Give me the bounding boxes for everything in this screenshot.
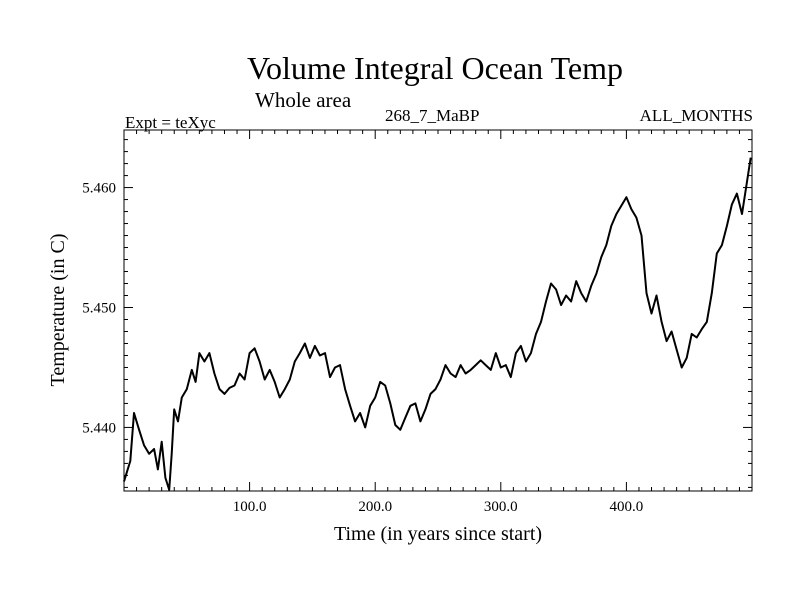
y-tick-label: 5.460 bbox=[82, 181, 116, 197]
run-id-label: 268_7_MaBP bbox=[385, 106, 480, 125]
chart-title: Volume Integral Ocean Temp bbox=[246, 50, 623, 86]
x-axis-label: Time (in years since start) bbox=[334, 523, 542, 545]
x-tick-label: 200.0 bbox=[358, 499, 392, 515]
y-axis-label: Temperature (in C) bbox=[47, 234, 69, 387]
x-tick-label: 400.0 bbox=[610, 499, 644, 515]
x-tick-label: 300.0 bbox=[484, 499, 518, 515]
months-label: ALL_MONTHS bbox=[639, 106, 753, 125]
plot-frame bbox=[123, 129, 753, 492]
series-line bbox=[123, 157, 752, 491]
axis-ticks bbox=[124, 130, 752, 491]
x-tick-label: 100.0 bbox=[233, 499, 267, 515]
chart-subtitle: Whole area bbox=[255, 88, 352, 112]
y-tick-label: 5.450 bbox=[82, 301, 116, 317]
axis-tick-labels: 100.0 200.0 300.0 400.0 5.440 5.450 5.460 bbox=[82, 181, 643, 515]
experiment-label: Expt = teXyc bbox=[125, 113, 216, 132]
y-tick-label: 5.440 bbox=[82, 420, 116, 436]
